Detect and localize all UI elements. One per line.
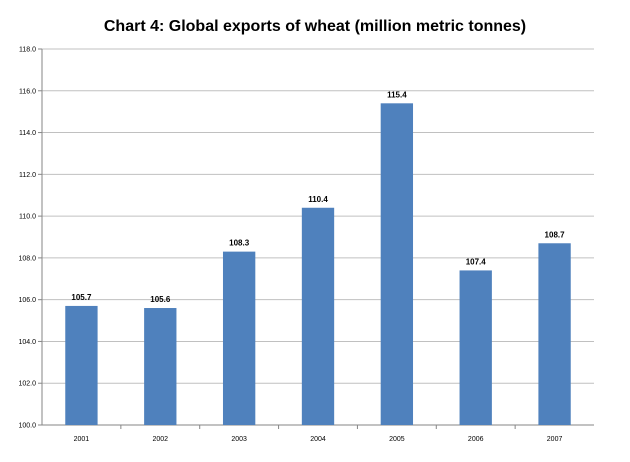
data-label: 110.4 <box>308 195 328 204</box>
bar <box>301 207 335 425</box>
y-tick-label: 104.0 <box>18 339 36 346</box>
data-label: 105.7 <box>71 293 92 302</box>
x-tick-label: 2006 <box>468 436 484 443</box>
x-tick-label: 2002 <box>152 436 168 443</box>
bar <box>144 308 177 425</box>
y-tick-label: 106.0 <box>18 297 36 304</box>
bar <box>65 305 98 425</box>
x-tick-label: 2005 <box>389 436 405 443</box>
bar <box>538 243 571 425</box>
y-tick-label: 118.0 <box>19 47 36 54</box>
bar <box>459 270 492 425</box>
data-label: 105.6 <box>150 295 171 304</box>
data-label: 108.3 <box>229 239 250 248</box>
y-tick-label: 110.0 <box>19 214 36 221</box>
bar <box>380 103 414 426</box>
y-tick-label: 102.0 <box>18 381 36 388</box>
x-tick-label: 2001 <box>74 436 90 443</box>
data-label: 115.4 <box>387 90 407 99</box>
data-label: 107.4 <box>466 257 487 266</box>
y-tick-label: 112.0 <box>19 172 36 179</box>
x-tick-label: 2003 <box>231 436 247 443</box>
data-label: 108.7 <box>545 230 566 239</box>
x-tick-label: 2004 <box>310 436 326 443</box>
y-tick-label: 116.0 <box>19 88 36 95</box>
bar <box>222 251 256 425</box>
x-tick-label: 2007 <box>547 436 563 443</box>
chart-title: Chart 4: Global exports of wheat (millio… <box>103 18 527 35</box>
y-tick-label: 100.0 <box>18 423 36 430</box>
y-tick-label: 114.0 <box>19 130 36 137</box>
y-tick-label: 108.0 <box>18 255 36 262</box>
